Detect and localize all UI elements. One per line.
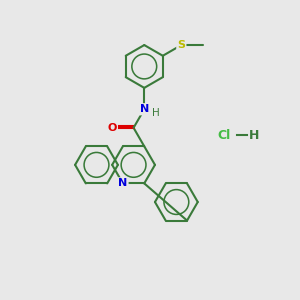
Text: N: N [118, 178, 128, 188]
Text: S: S [177, 40, 185, 50]
Text: N: N [140, 104, 149, 114]
Text: H: H [249, 129, 259, 142]
Text: H: H [152, 108, 159, 118]
Text: Cl: Cl [218, 129, 231, 142]
Text: O: O [107, 123, 117, 133]
